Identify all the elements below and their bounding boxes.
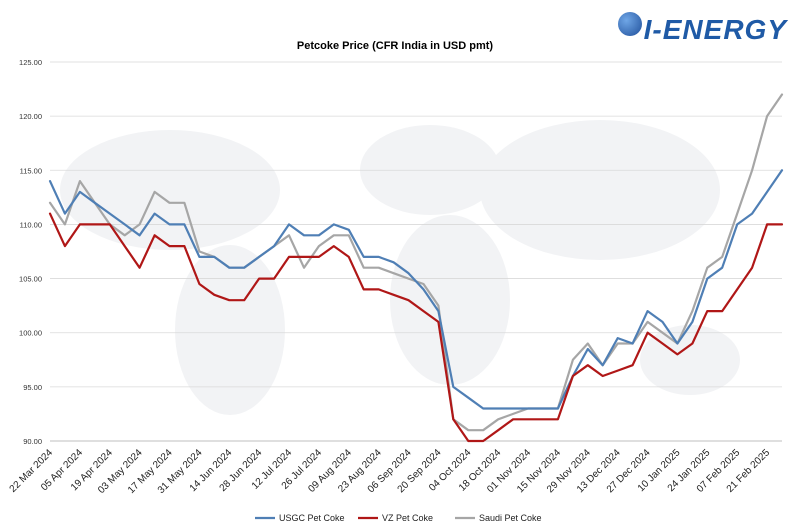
chart-title: Petcoke Price (CFR India in USD pmt) bbox=[297, 40, 494, 52]
y-tick-label: 100.00 bbox=[19, 329, 42, 338]
legend-label: Saudi Pet Coke bbox=[479, 513, 542, 523]
y-tick-label: 105.00 bbox=[19, 275, 42, 284]
series-line-vz-pet-coke bbox=[48, 212, 784, 443]
y-tick-label: 120.00 bbox=[19, 112, 42, 121]
globe-icon bbox=[617, 12, 642, 36]
legend-label: USGC Pet Coke bbox=[279, 513, 345, 523]
y-tick-label: 125.00 bbox=[19, 58, 42, 67]
y-tick-label: 110.00 bbox=[20, 220, 42, 229]
logo-text: I-ENERGY bbox=[643, 14, 787, 45]
y-axis-ticks: 90.00 95.00 100.00 105.00 110.00 115.00 120.00… bbox=[19, 58, 42, 446]
y-tick-label: 115.00 bbox=[20, 166, 42, 175]
legend: USGC Pet Coke VZ Pet Coke Saudi Pet Coke bbox=[255, 513, 542, 523]
y-tick-label: 90.00 bbox=[23, 437, 42, 446]
series-line-usgc-pet-coke bbox=[48, 169, 784, 410]
gridlines bbox=[50, 61, 782, 442]
i-energy-logo: I-ENERGY bbox=[617, 12, 787, 46]
legend-label: VZ Pet Coke bbox=[382, 513, 433, 523]
y-tick-label: 95.00 bbox=[23, 383, 42, 392]
series-lines bbox=[48, 93, 784, 443]
